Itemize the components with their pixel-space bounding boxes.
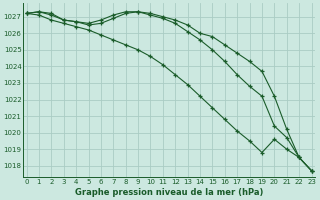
X-axis label: Graphe pression niveau de la mer (hPa): Graphe pression niveau de la mer (hPa) bbox=[75, 188, 263, 197]
